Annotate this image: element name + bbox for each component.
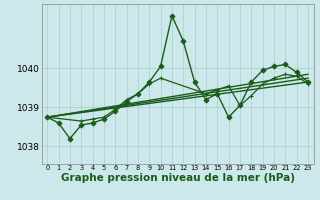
- X-axis label: Graphe pression niveau de la mer (hPa): Graphe pression niveau de la mer (hPa): [60, 173, 295, 183]
